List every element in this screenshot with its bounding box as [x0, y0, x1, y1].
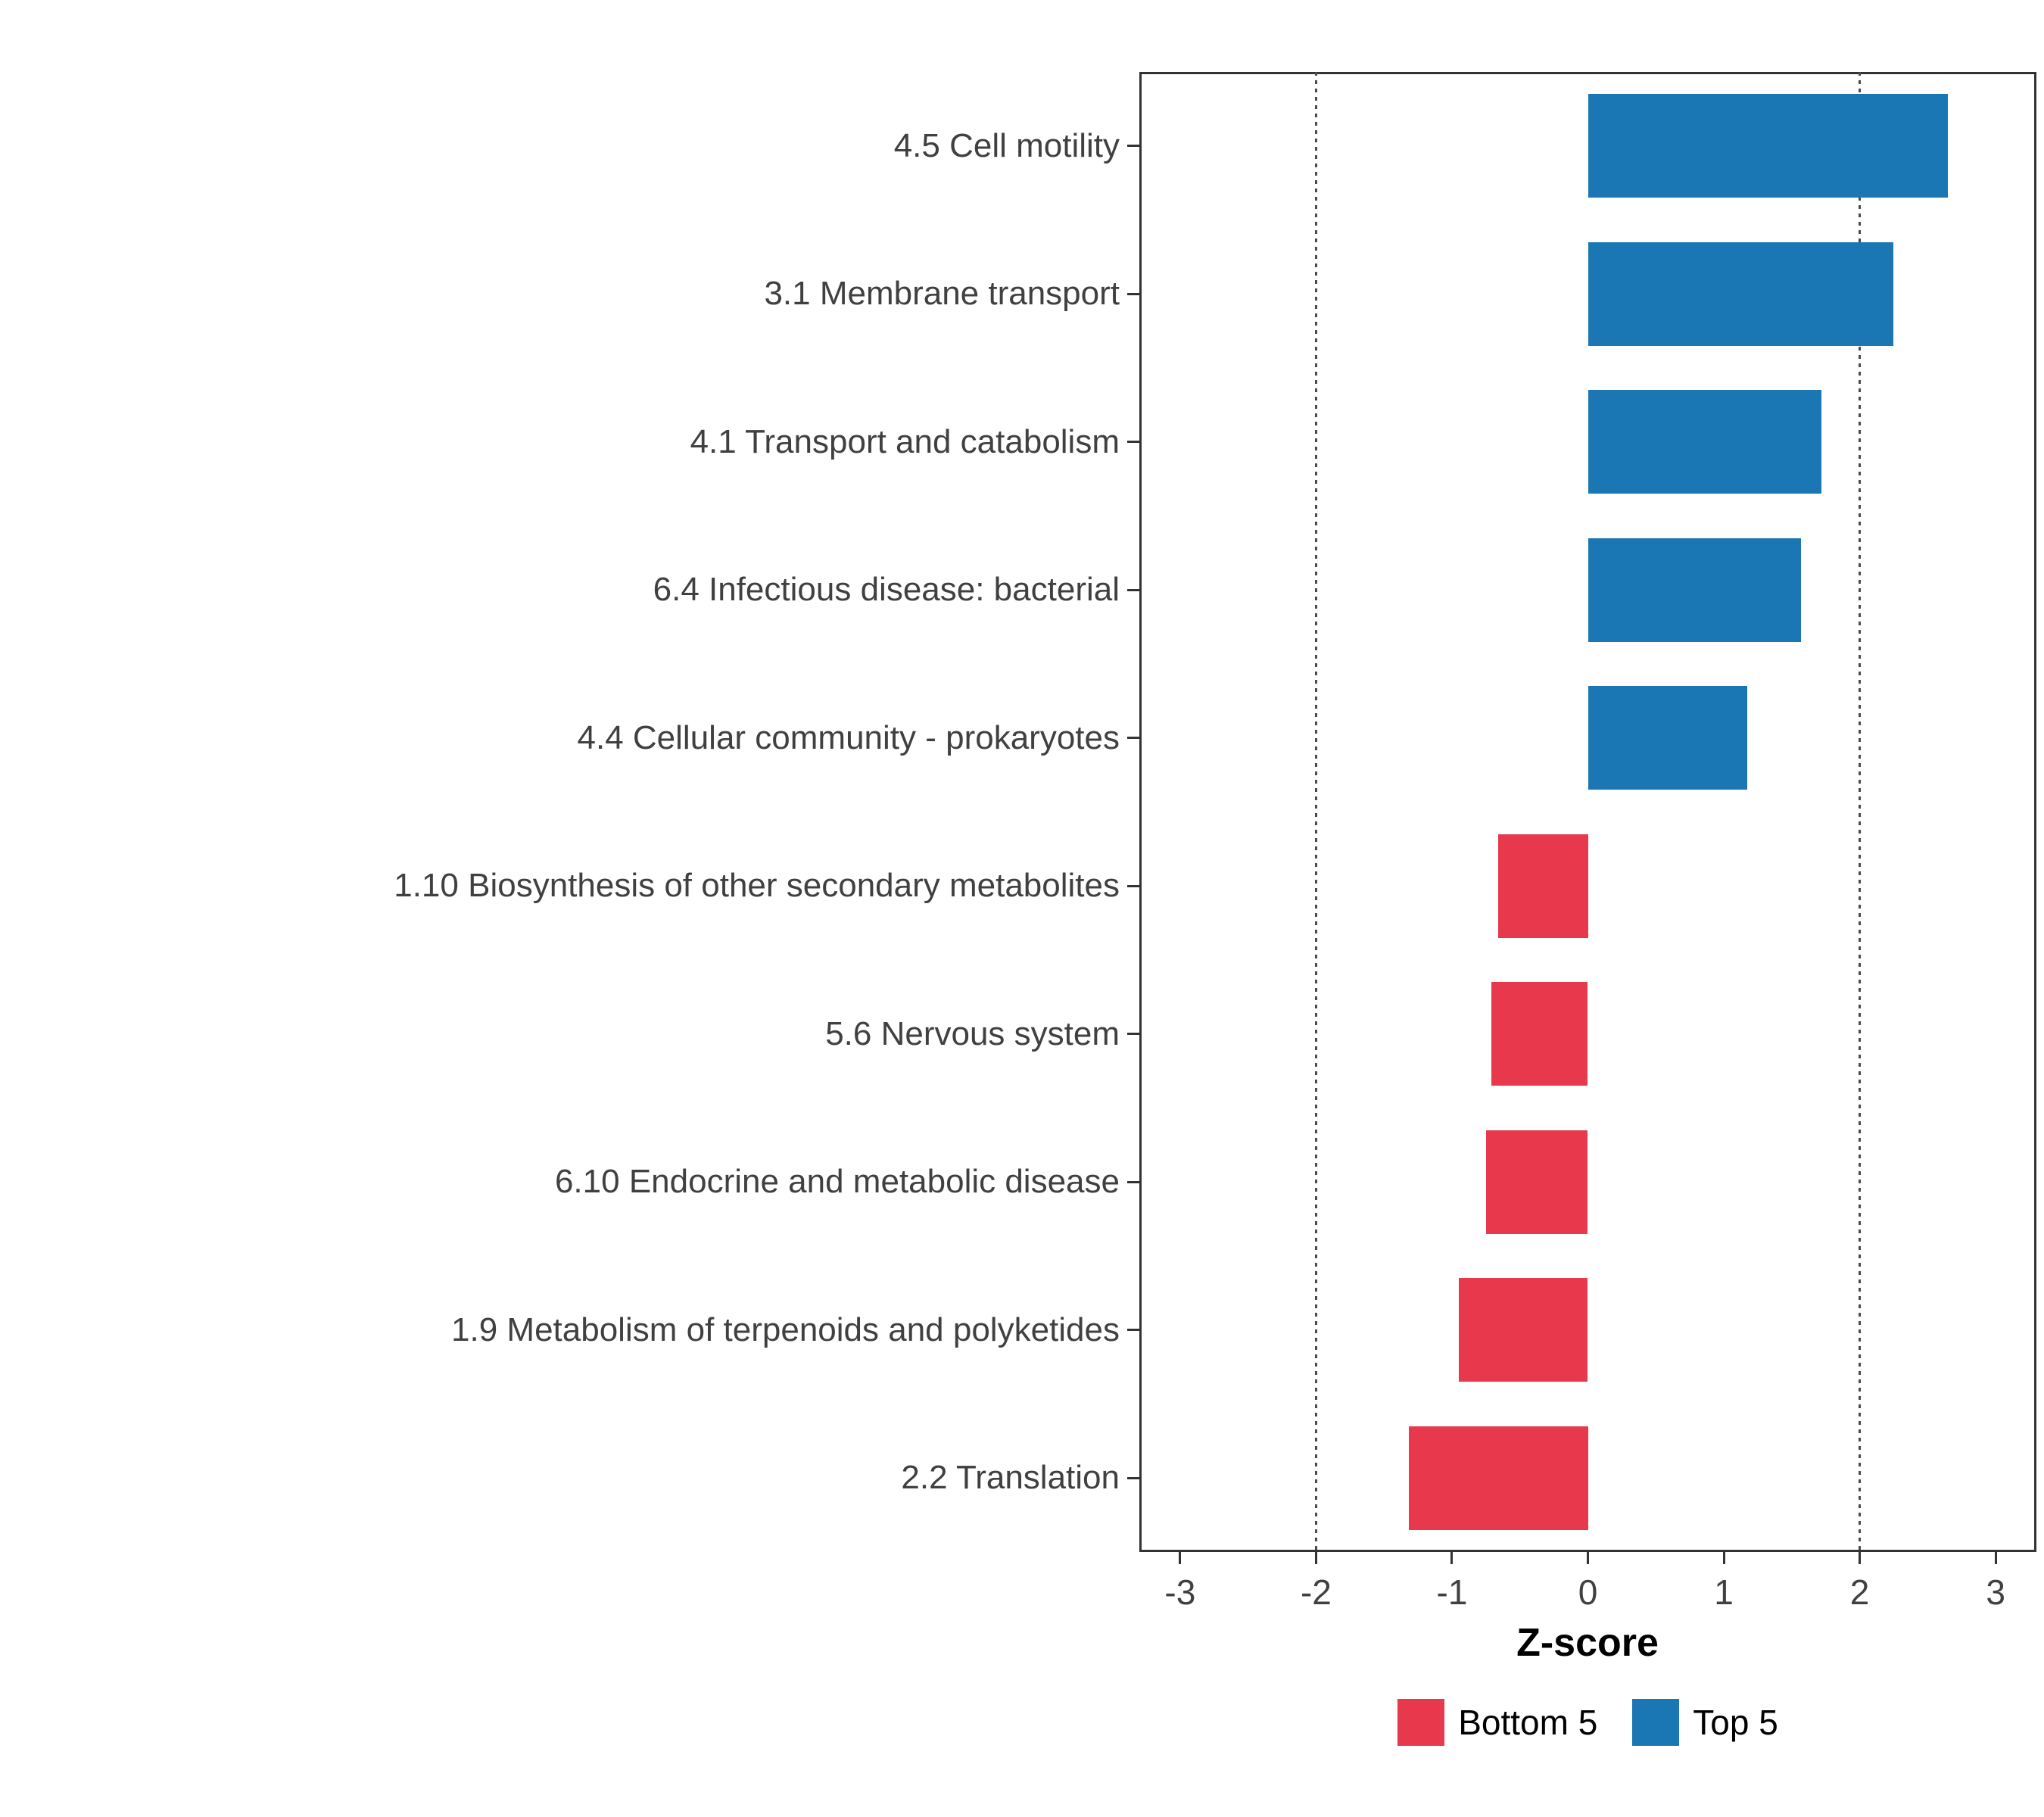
- x-tick-label: -3: [1164, 1572, 1196, 1612]
- legend-key-swatch: [1397, 1699, 1445, 1746]
- y-tick-mark: [1127, 588, 1139, 591]
- bar: [1458, 1278, 1588, 1382]
- x-axis-title: Z-score: [1516, 1621, 1659, 1665]
- y-tick-mark: [1127, 884, 1139, 887]
- y-axis-label: 2.2 Translation: [901, 1459, 1120, 1497]
- y-tick-mark: [1127, 1476, 1139, 1479]
- legend: Bottom 5 Top 5: [1139, 1692, 2036, 1753]
- legend-label: Top 5: [1693, 1703, 1778, 1742]
- x-tick-mark: [1587, 1552, 1589, 1564]
- x-tick-label: 2: [1849, 1572, 1870, 1612]
- x-tick-label: 3: [1986, 1572, 2005, 1612]
- x-tick-mark: [1722, 1552, 1725, 1564]
- y-tick-mark: [1127, 737, 1139, 740]
- y-axis-label: 1.10 Biosynthesis of other secondary met…: [394, 867, 1120, 905]
- y-axis-label: 4.5 Cell motility: [893, 126, 1120, 164]
- x-tick-mark: [1994, 1552, 1997, 1564]
- x-tick-mark: [1314, 1552, 1317, 1564]
- bar: [1491, 982, 1588, 1086]
- bar: [1485, 1130, 1588, 1234]
- bar: [1588, 242, 1894, 346]
- y-tick-mark: [1127, 1329, 1139, 1332]
- x-tick-label: 0: [1578, 1572, 1598, 1612]
- y-tick-mark: [1127, 292, 1139, 295]
- y-tick-mark: [1127, 145, 1139, 148]
- y-axis-label: 4.1 Transport and catabolism: [690, 422, 1120, 460]
- legend-item: Top 5: [1632, 1699, 1778, 1746]
- y-axis-label: 6.10 Endocrine and metabolic disease: [554, 1163, 1120, 1201]
- bar: [1588, 94, 1949, 198]
- bar: [1408, 1426, 1588, 1530]
- y-tick-mark: [1127, 1180, 1139, 1183]
- x-tick-mark: [1450, 1552, 1454, 1564]
- x-tick-label: -1: [1436, 1572, 1468, 1612]
- bar: [1588, 538, 1802, 642]
- reference-line: [1314, 72, 1317, 1552]
- y-axis-label: 5.6 Nervous system: [825, 1014, 1120, 1052]
- bar: [1498, 834, 1588, 938]
- x-tick-label: -2: [1300, 1572, 1332, 1612]
- x-tick-mark: [1859, 1552, 1862, 1564]
- y-tick-mark: [1127, 441, 1139, 444]
- legend-key-swatch: [1632, 1699, 1680, 1746]
- y-axis-label: 1.9 Metabolism of terpenoids and polyket…: [451, 1311, 1120, 1348]
- reference-line: [1859, 72, 1862, 1552]
- y-axis-label: 6.4 Infectious disease: bacterial: [653, 571, 1120, 609]
- y-axis-label: 3.1 Membrane transport: [764, 275, 1120, 313]
- legend-label: Bottom 5: [1458, 1703, 1598, 1742]
- y-axis-label: 4.4 Cellular community - prokaryotes: [577, 718, 1120, 756]
- legend-item: Bottom 5: [1397, 1699, 1597, 1746]
- y-tick-mark: [1127, 1033, 1139, 1036]
- x-tick-label: 1: [1714, 1572, 1734, 1612]
- bar: [1588, 686, 1747, 790]
- bar: [1588, 390, 1822, 494]
- x-tick-mark: [1179, 1552, 1182, 1564]
